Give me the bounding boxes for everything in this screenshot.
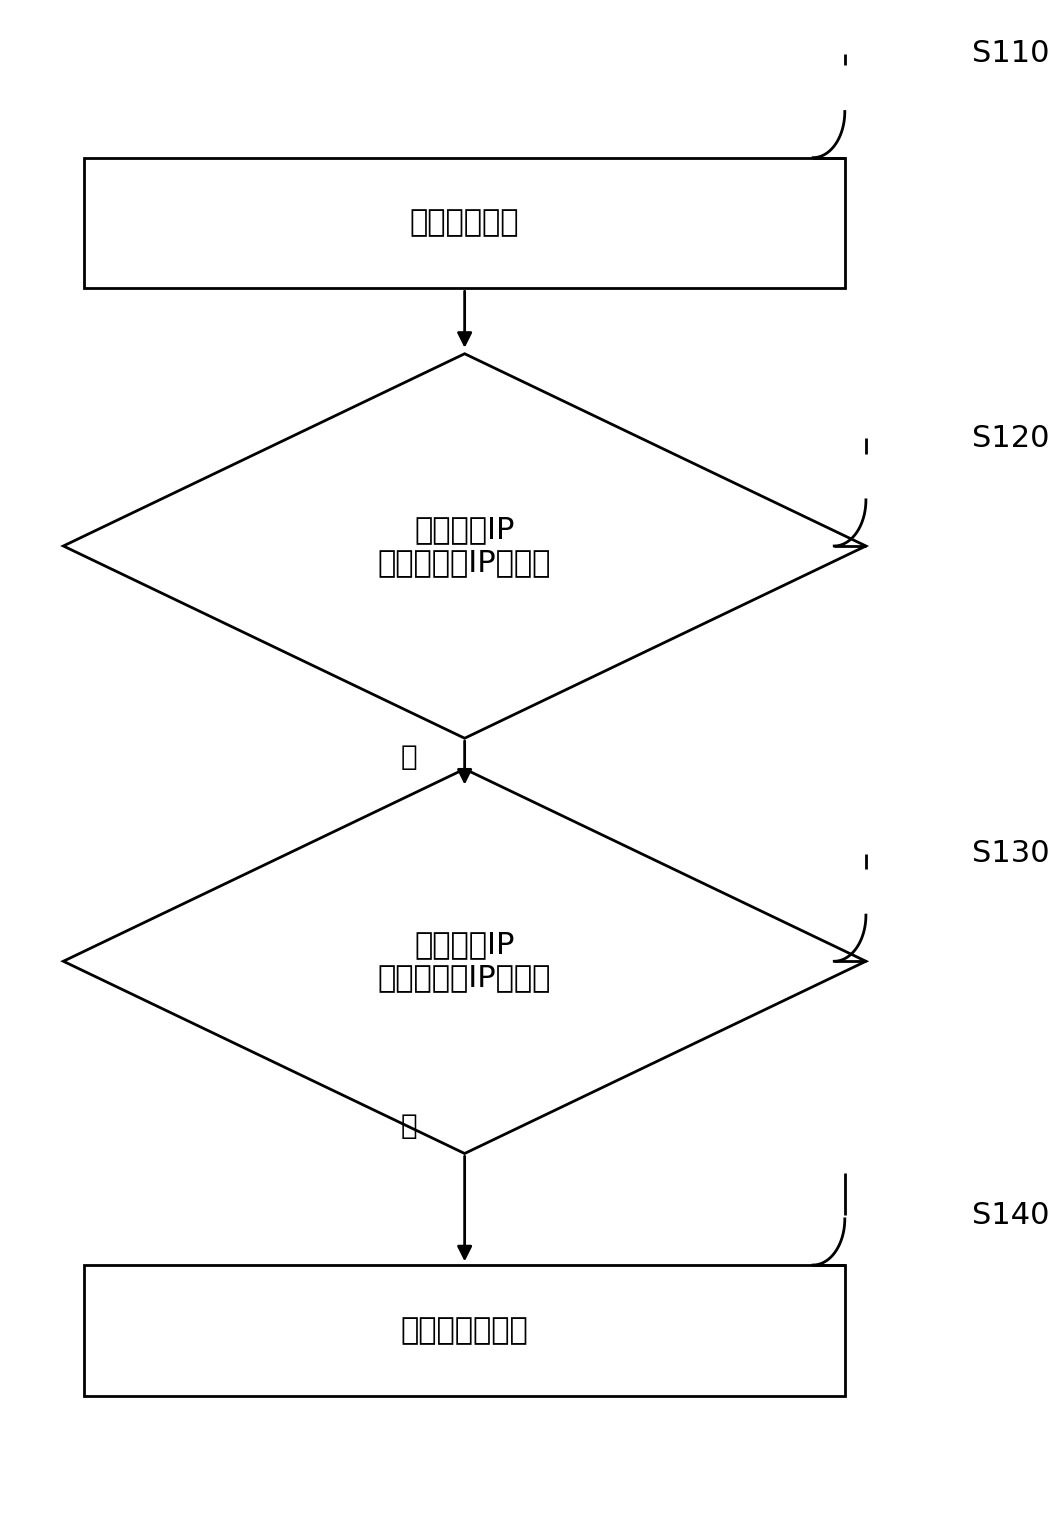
Text: S110: S110 — [972, 40, 1049, 68]
Text: 将出向流量丢弃: 将出向流量丢弃 — [401, 1317, 528, 1344]
Bar — [84, 157, 845, 289]
Text: 确定出向流量: 确定出向流量 — [410, 209, 520, 237]
Polygon shape — [63, 769, 866, 1154]
Text: 否: 否 — [400, 1112, 417, 1140]
Bar — [84, 1264, 845, 1397]
Text: 判断目标IP
是否在业务IP集合内: 判断目标IP 是否在业务IP集合内 — [378, 930, 551, 992]
Text: 否: 否 — [400, 743, 417, 771]
Text: S140: S140 — [972, 1201, 1049, 1229]
Text: 判断目标IP
是否在蜜罐IP集合内: 判断目标IP 是否在蜜罐IP集合内 — [378, 515, 551, 577]
Polygon shape — [63, 354, 866, 738]
Text: S120: S120 — [972, 424, 1049, 452]
Text: S130: S130 — [972, 840, 1050, 867]
